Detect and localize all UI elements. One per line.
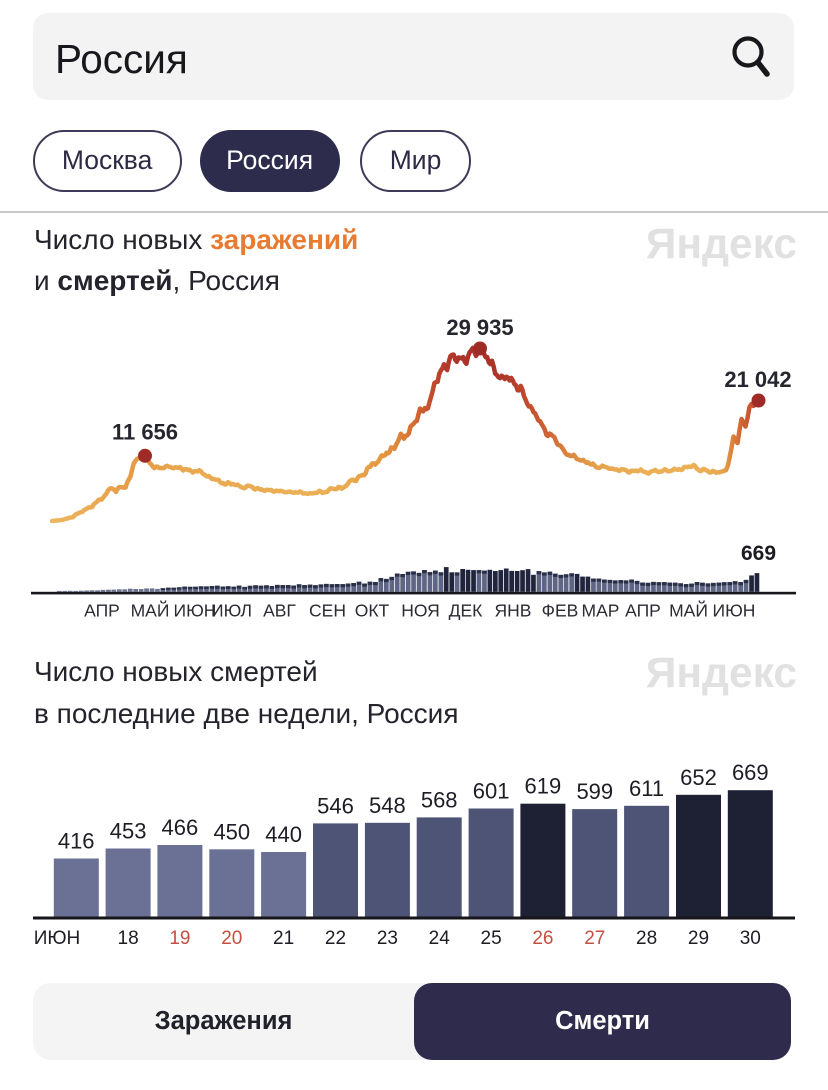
svg-text:ДЕК: ДЕК	[449, 601, 484, 621]
svg-text:599: 599	[576, 779, 613, 804]
svg-text:ОКТ: ОКТ	[355, 601, 390, 621]
svg-text:568: 568	[421, 787, 458, 812]
svg-text:ИЮН: ИЮН	[34, 928, 81, 949]
svg-text:466: 466	[162, 815, 199, 840]
svg-text:601: 601	[473, 779, 510, 804]
svg-text:546: 546	[317, 793, 354, 818]
svg-text:ИЮЛ: ИЮЛ	[211, 601, 252, 621]
svg-text:28: 28	[636, 928, 657, 949]
svg-text:652: 652	[680, 765, 717, 790]
svg-text:450: 450	[213, 819, 250, 844]
svg-text:669: 669	[741, 542, 776, 565]
svg-text:18: 18	[118, 928, 139, 949]
svg-text:548: 548	[369, 793, 406, 818]
svg-text:ИЮН: ИЮН	[174, 601, 217, 621]
svg-text:ЯНВ: ЯНВ	[495, 601, 532, 621]
svg-text:416: 416	[58, 829, 95, 854]
svg-text:НОЯ: НОЯ	[401, 601, 440, 621]
svg-text:АВГ: АВГ	[263, 601, 296, 621]
svg-text:21 042: 21 042	[724, 367, 791, 392]
svg-text:26: 26	[532, 928, 553, 949]
svg-text:24: 24	[429, 928, 451, 949]
svg-text:ИЮН: ИЮН	[713, 601, 756, 621]
svg-text:11 656: 11 656	[112, 420, 178, 445]
svg-text:619: 619	[525, 774, 562, 799]
svg-text:МАЙ: МАЙ	[669, 600, 708, 621]
svg-text:440: 440	[265, 822, 302, 847]
svg-text:МАЙ: МАЙ	[131, 600, 170, 621]
svg-text:29 935: 29 935	[446, 315, 513, 340]
svg-text:20: 20	[221, 928, 242, 949]
svg-text:МАР: МАР	[582, 601, 620, 621]
svg-text:23: 23	[377, 928, 398, 949]
svg-text:22: 22	[325, 928, 346, 949]
svg-text:АПР: АПР	[625, 601, 661, 621]
svg-text:611: 611	[629, 776, 664, 801]
svg-text:АПР: АПР	[84, 601, 120, 621]
svg-text:30: 30	[740, 928, 761, 949]
svg-text:669: 669	[732, 760, 769, 785]
svg-text:453: 453	[110, 819, 147, 844]
svg-text:ФЕВ: ФЕВ	[542, 601, 579, 621]
svg-text:29: 29	[688, 928, 709, 949]
svg-text:СЕН: СЕН	[309, 601, 346, 621]
svg-text:19: 19	[169, 928, 190, 949]
svg-text:25: 25	[481, 928, 502, 949]
svg-text:21: 21	[273, 928, 294, 949]
svg-text:27: 27	[584, 928, 605, 949]
